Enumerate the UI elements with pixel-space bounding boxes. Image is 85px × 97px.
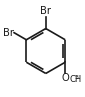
Text: Br: Br: [3, 28, 14, 38]
Text: Br: Br: [40, 6, 51, 16]
Text: CH: CH: [70, 75, 82, 84]
Text: O: O: [61, 73, 69, 83]
Text: 3: 3: [75, 75, 79, 80]
